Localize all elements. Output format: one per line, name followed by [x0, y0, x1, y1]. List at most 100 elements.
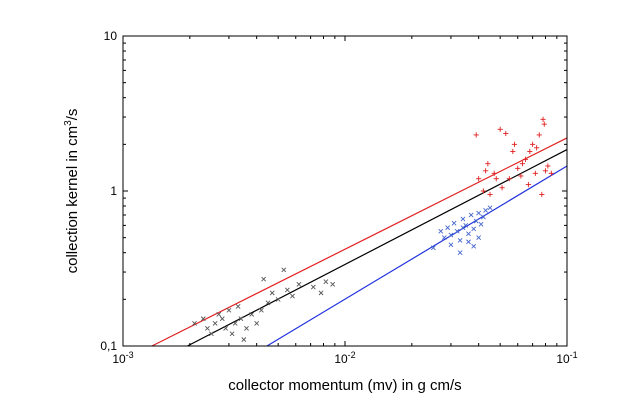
- data-point-s0-10: [232, 320, 238, 326]
- x-axis-title: collector momentum (mv) in g cm/s: [228, 377, 461, 394]
- data-point-s2-27: [527, 148, 533, 155]
- data-point-s0-29: [330, 281, 336, 287]
- data-point-s2-0: [473, 132, 479, 138]
- y-axis-title-main: collection kernel in cm: [64, 126, 81, 274]
- data-point-s0-5: [216, 311, 222, 317]
- x-tick-label-base: 10: [112, 352, 126, 366]
- data-point-s2-2: [480, 188, 486, 194]
- data-point-s2-18: [532, 170, 538, 176]
- data-point-s0-20: [269, 290, 275, 296]
- x-tick-label-base: 10: [556, 352, 570, 366]
- data-point-s0-24: [290, 293, 295, 299]
- data-point-s0-22: [281, 267, 287, 273]
- axis-ticks: [122, 36, 567, 347]
- data-point-s1-17: [483, 207, 489, 213]
- data-point-s0-16: [254, 320, 260, 326]
- data-point-s2-23: [541, 121, 547, 127]
- y-axis-title-sup: 3: [63, 120, 74, 126]
- data-point-s2-22: [540, 116, 546, 122]
- data-point-s2-3: [483, 168, 489, 174]
- data-point-s1-0: [430, 245, 436, 251]
- data-point-s2-21: [539, 191, 545, 198]
- data-point-s0-7: [223, 325, 229, 331]
- data-point-s0-11: [235, 304, 241, 309]
- data-point-s2-14: [518, 173, 524, 179]
- data-point-s0-15: [249, 311, 255, 317]
- data-point-s2-25: [545, 163, 551, 169]
- x-tick-label-1: 10-2: [334, 350, 355, 366]
- data-point-s0-23: [284, 287, 290, 293]
- data-point-s1-19: [457, 250, 463, 256]
- data-point-s2-26: [548, 170, 554, 176]
- x-tick-label-0: 10-3: [112, 350, 133, 366]
- data-point-s1-1: [438, 228, 444, 234]
- data-points: [192, 116, 554, 342]
- data-point-s2-8: [499, 185, 505, 191]
- data-point-s1-2: [441, 235, 447, 241]
- data-point-s0-28: [323, 279, 329, 285]
- fit-line-2: [266, 165, 568, 347]
- x-tick-label-2: 10-1: [556, 350, 577, 366]
- fit-line-0: [151, 137, 568, 347]
- data-point-s1-18: [448, 242, 454, 248]
- data-point-s1-16: [480, 214, 486, 220]
- data-point-s1-23: [460, 225, 466, 231]
- data-point-s1-4: [448, 232, 454, 238]
- data-point-s0-4: [212, 320, 218, 326]
- data-point-s0-9: [229, 331, 235, 337]
- data-point-s1-24: [487, 205, 493, 211]
- data-point-s0-8: [226, 307, 232, 313]
- y-tick-label-0: 0,1: [100, 339, 117, 353]
- data-point-s2-16: [525, 181, 531, 188]
- data-point-s1-21: [471, 243, 477, 249]
- y-axis-title: collection kernel in cm3/s: [63, 109, 81, 274]
- y-tick-label-1: 1: [110, 184, 117, 198]
- data-point-s2-29: [493, 176, 499, 182]
- data-point-s0-14: [244, 325, 249, 331]
- data-point-s1-8: [460, 216, 466, 222]
- data-point-s2-7: [497, 126, 503, 132]
- data-point-s0-13: [241, 337, 247, 342]
- data-point-s0-12: [238, 316, 244, 322]
- data-point-s1-20: [466, 239, 471, 245]
- data-point-s2-28: [519, 161, 526, 167]
- data-point-s1-12: [471, 226, 477, 232]
- data-point-s0-1: [200, 316, 206, 322]
- data-point-s2-13: [515, 165, 521, 171]
- data-point-s0-26: [310, 284, 316, 290]
- data-point-s0-27: [318, 290, 324, 296]
- data-point-s0-19: [265, 300, 271, 306]
- data-point-s0-2: [205, 325, 210, 331]
- data-point-s2-4: [485, 161, 491, 167]
- data-point-s1-5: [451, 220, 457, 226]
- data-point-s1-7: [457, 238, 463, 243]
- data-point-s0-0: [192, 320, 197, 326]
- data-point-s1-3: [445, 225, 451, 231]
- data-point-s2-10: [506, 176, 512, 182]
- data-point-s0-17: [258, 307, 264, 313]
- fit-lines: [151, 137, 568, 347]
- data-point-s0-21: [275, 296, 281, 302]
- data-point-s2-24: [542, 168, 549, 174]
- data-point-s2-5: [487, 191, 493, 198]
- data-point-s0-3: [208, 331, 214, 337]
- x-tick-label-base: 10: [334, 352, 348, 366]
- data-point-s2-19: [534, 145, 540, 151]
- data-point-s1-11: [468, 212, 474, 218]
- data-point-s2-12: [511, 141, 518, 147]
- data-point-s2-6: [491, 170, 497, 176]
- data-point-s2-17: [530, 141, 536, 147]
- data-point-s2-15: [522, 156, 529, 162]
- y-axis-title-suffix: /s: [64, 109, 81, 121]
- data-point-s1-6: [454, 228, 460, 234]
- data-point-s2-1: [476, 176, 482, 182]
- y-tick-label-2: 10: [104, 29, 118, 43]
- data-point-s0-6: [219, 316, 225, 322]
- data-point-s1-14: [476, 210, 482, 216]
- data-point-s0-18: [261, 276, 267, 282]
- data-point-s1-10: [466, 231, 471, 237]
- x-tick-label-exp: -2: [348, 350, 356, 360]
- data-point-s0-25: [296, 281, 302, 287]
